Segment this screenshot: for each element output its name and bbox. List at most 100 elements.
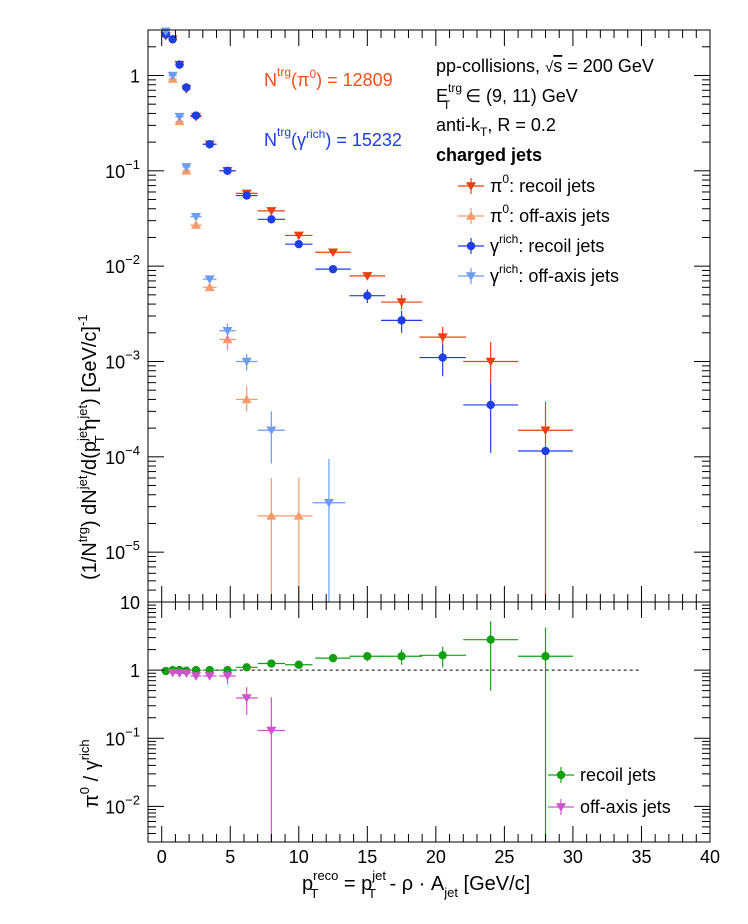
algorithm-label: anti-kT, R = 0.2 bbox=[436, 115, 556, 139]
data-point bbox=[181, 669, 192, 679]
legend-entry-pi0_recoil: π0: recoil jets bbox=[458, 172, 595, 196]
x-tick-label: 25 bbox=[494, 847, 514, 867]
legend-marker bbox=[465, 272, 477, 281]
y-tick-label: 10 bbox=[120, 593, 140, 613]
data-point bbox=[222, 326, 233, 336]
ratio-plot-frame bbox=[147, 601, 711, 843]
data-point bbox=[205, 140, 214, 149]
data-point bbox=[540, 426, 551, 436]
legend-label: γrich: recoil jets bbox=[490, 232, 604, 256]
data-point bbox=[437, 333, 448, 342]
legend-label: γrich: off-axis jets bbox=[490, 262, 619, 286]
data-point bbox=[328, 264, 338, 274]
ratio-legend: recoil jets off-axis jets bbox=[548, 765, 671, 817]
legend-entry-gamma_offaxis: γrich: off-axis jets bbox=[458, 262, 619, 286]
spectrum-ticks bbox=[148, 29, 711, 603]
legend-entry-ratio_recoil: recoil jets bbox=[548, 765, 656, 785]
data-point bbox=[541, 652, 550, 661]
data-point bbox=[223, 166, 232, 176]
x-tick-label: 40 bbox=[700, 847, 720, 867]
legend-entry-gamma_recoil: γrich: recoil jets bbox=[458, 232, 604, 256]
data-point bbox=[204, 282, 215, 292]
x-tick-label: 5 bbox=[225, 847, 235, 867]
data-point bbox=[168, 35, 177, 44]
ratio-series-layer bbox=[161, 621, 573, 842]
spectrum-y-axis-title: (1/Ntrg) dNjet/d(pjet T ηjet) [GeV/c]-1 bbox=[75, 314, 107, 580]
data-point bbox=[362, 272, 373, 281]
spectrum-legend: π0: recoil jets π0: off-axis jets γrich: r… bbox=[458, 172, 619, 286]
data-point bbox=[266, 726, 277, 736]
y-tick-label: 10−1 bbox=[105, 157, 140, 182]
data-point bbox=[190, 220, 202, 229]
data-point bbox=[266, 207, 277, 216]
legend-label: π0: recoil jets bbox=[490, 172, 595, 196]
data-point bbox=[222, 672, 233, 681]
x-tick-label: 30 bbox=[563, 847, 583, 867]
charged-jets-label: charged jets bbox=[436, 145, 542, 165]
legend-marker bbox=[466, 241, 476, 251]
y-tick-label: 10−2 bbox=[105, 792, 140, 817]
y-tick-label: 10−5 bbox=[105, 538, 140, 563]
spectrum-y-tick-labels: 1 10−1 10−2 10−3 10−4 10−5 bbox=[105, 66, 140, 563]
data-point bbox=[241, 394, 252, 404]
ntrg-pi0-label: Ntrg(π0) = 12809 bbox=[264, 65, 393, 90]
x-axis-title: preco T = pjet T - ρ · Ajet [GeV/c] bbox=[302, 868, 530, 901]
data-point bbox=[293, 231, 304, 241]
legend-marker bbox=[555, 803, 567, 812]
data-point bbox=[363, 652, 372, 661]
ratio-y-axis-title: π0 / γrich bbox=[77, 739, 103, 808]
x-tick-label: 0 bbox=[157, 847, 167, 867]
y-tick-label: 1 bbox=[130, 661, 140, 681]
data-point bbox=[167, 668, 178, 678]
data-point bbox=[241, 694, 252, 703]
ratio-ticks bbox=[148, 601, 711, 843]
data-point bbox=[541, 446, 550, 456]
legend-label: off-axis jets bbox=[580, 797, 671, 817]
y-tick-label: 1 bbox=[130, 66, 140, 86]
x-tick-label: 15 bbox=[357, 847, 377, 867]
legend-label: recoil jets bbox=[580, 765, 656, 785]
series-gamma_recoil bbox=[161, 30, 573, 456]
data-point bbox=[242, 191, 251, 200]
data-point bbox=[181, 163, 192, 172]
data-point bbox=[328, 653, 338, 663]
data-point bbox=[438, 651, 447, 660]
y-tick-label: 10−3 bbox=[105, 347, 140, 372]
legend-marker bbox=[465, 182, 477, 191]
y-tick-label: 10−4 bbox=[105, 443, 140, 468]
data-point bbox=[323, 498, 334, 508]
ntrg-gamma-label: Ntrg(γrich) = 15232 bbox=[264, 125, 402, 150]
data-point bbox=[363, 291, 372, 300]
data-point bbox=[204, 275, 215, 284]
data-point bbox=[167, 71, 178, 81]
series-ratio_offaxis bbox=[167, 668, 286, 842]
data-point bbox=[191, 111, 201, 120]
legend-entry-ratio_offaxis: off-axis jets bbox=[548, 797, 671, 817]
spectrum-series-layer bbox=[160, 27, 573, 602]
data-point bbox=[241, 357, 252, 367]
legend-entry-pi0_offaxis: π0: off-axis jets bbox=[458, 202, 610, 226]
data-point bbox=[486, 635, 495, 644]
data-point bbox=[182, 83, 191, 92]
data-point bbox=[397, 316, 406, 325]
x-tick-label: 20 bbox=[426, 847, 446, 867]
legend-marker bbox=[556, 770, 566, 780]
spectrum-panel: 1 10−1 10−2 10−3 10−4 10−5 (1/Ntrg) dNjet/d(p… bbox=[75, 27, 711, 603]
data-point bbox=[190, 672, 202, 681]
et-range-label: Etrg T ∈ (9, 11) GeV bbox=[436, 81, 578, 112]
data-point bbox=[242, 663, 251, 672]
x-tick-label: 10 bbox=[289, 847, 309, 867]
data-point bbox=[294, 660, 303, 669]
y-tick-label: 10−2 bbox=[105, 252, 140, 277]
series-pi0_offaxis bbox=[167, 74, 313, 602]
data-point bbox=[486, 400, 495, 410]
x-tick-label: 35 bbox=[631, 847, 651, 867]
ratio-y-tick-labels: 10 1 10−1 10−2 bbox=[105, 593, 140, 817]
data-point bbox=[328, 248, 339, 258]
collision-label: pp-collisions, √s = 200 GeV bbox=[436, 56, 654, 76]
data-point bbox=[204, 672, 215, 681]
data-point bbox=[438, 353, 447, 362]
